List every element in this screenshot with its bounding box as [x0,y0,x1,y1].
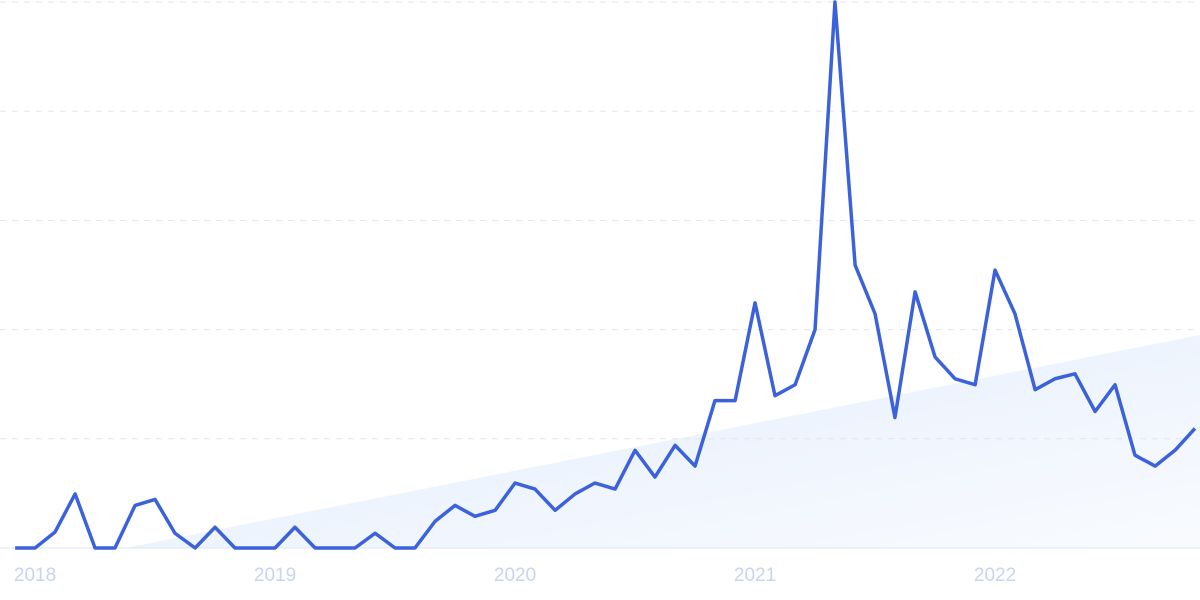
trend-area [125,335,1200,548]
x-tick-label: 2019 [254,565,296,586]
x-tick-label: 2022 [974,565,1016,586]
x-tick-label: 2020 [494,565,536,586]
x-tick-label: 2018 [14,565,56,586]
line-series [15,0,1197,550]
x-tick-label: 2021 [734,565,776,586]
